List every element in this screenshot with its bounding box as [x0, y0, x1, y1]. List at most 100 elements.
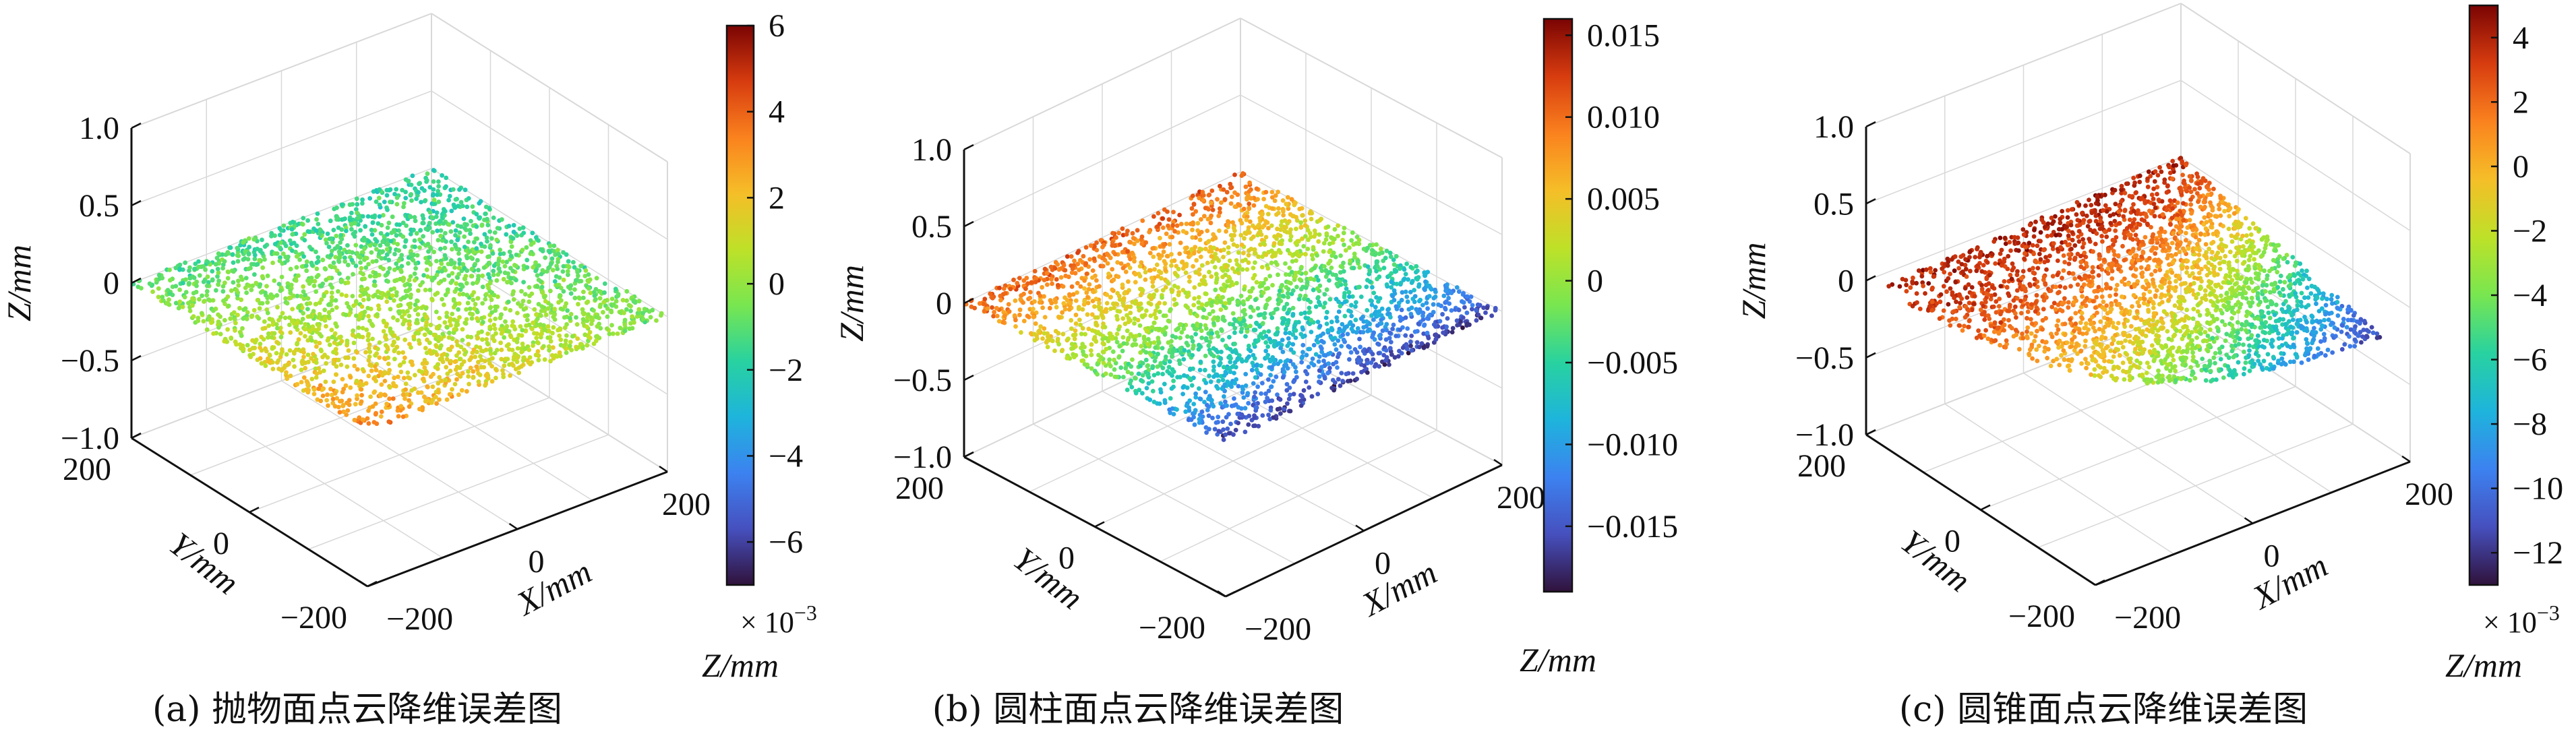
scatter-point	[468, 365, 473, 371]
scatter-point	[281, 223, 287, 228]
scatter-point	[1112, 357, 1116, 363]
scatter-point	[327, 342, 332, 347]
scatter-point	[1073, 312, 1079, 317]
scatter-point	[1301, 244, 1307, 249]
scatter-point	[520, 341, 525, 346]
scatter-point	[220, 288, 226, 294]
scatter-point	[456, 392, 461, 398]
scatter-point	[545, 306, 551, 311]
scatter-point	[469, 274, 474, 279]
scatter-point	[1053, 329, 1058, 334]
scatter-point	[325, 231, 330, 237]
scatter-point	[216, 319, 221, 325]
scatter-point	[1275, 406, 1280, 412]
scatter-point	[1073, 321, 1079, 326]
scatter-point	[392, 375, 397, 381]
scatter-point	[605, 326, 609, 332]
scatter-point	[455, 275, 460, 280]
scatter-point	[1243, 371, 1249, 377]
scatter-point	[225, 327, 230, 332]
scatter-point	[361, 297, 366, 303]
scatter-point	[514, 264, 518, 268]
scatter-point	[1292, 321, 1298, 327]
z-tick-label: −1.0	[61, 421, 119, 456]
scatter-point	[418, 282, 423, 288]
scatter-point	[1341, 230, 1346, 236]
scatter-point	[1425, 330, 1430, 336]
scatter-points	[131, 168, 664, 427]
scatter-point	[1390, 326, 1396, 332]
scatter-point	[210, 278, 215, 283]
scatter-point	[1242, 312, 1248, 317]
scatter-point	[1205, 260, 1210, 266]
scatter-point	[191, 314, 196, 319]
scatter-point	[1205, 228, 1210, 233]
scatter-point	[1163, 268, 1168, 273]
scatter-point	[538, 322, 543, 327]
scatter-point	[542, 357, 547, 362]
scatter-point	[377, 214, 382, 219]
scatter-point	[286, 362, 291, 367]
scatter-point	[601, 309, 605, 315]
scatter-point	[1223, 343, 1228, 348]
scatter-point	[328, 264, 333, 269]
scatter-point	[1040, 284, 1044, 290]
scatter-point	[1216, 315, 1220, 320]
scatter-point	[434, 344, 440, 349]
scatter-point	[412, 271, 417, 276]
scatter-point	[293, 249, 298, 255]
scatter-point	[1290, 362, 1296, 367]
scatter-point	[977, 301, 982, 306]
scatter-point	[1191, 264, 1195, 269]
scatter-point	[1379, 321, 1384, 326]
scatter-point	[521, 280, 526, 284]
scatter-point	[1180, 385, 1186, 390]
scatter-point	[1191, 212, 1195, 217]
scatter-point	[462, 347, 467, 352]
scatter-point	[1348, 258, 1352, 264]
scatter-point	[1274, 374, 1279, 379]
scatter-point	[1166, 365, 1172, 370]
scatter-point	[358, 228, 363, 233]
scatter-point	[336, 249, 342, 254]
scatter-point	[1025, 313, 1030, 319]
scatter-point	[489, 310, 494, 315]
scatter-point	[615, 331, 620, 336]
scatter-point	[1132, 316, 1137, 321]
scatter-point	[1208, 379, 1214, 384]
scatter-point	[1298, 393, 1303, 398]
scatter-point	[450, 271, 455, 276]
scatter-point	[1454, 285, 1460, 290]
scatter-point	[1255, 338, 1261, 343]
scatter-point	[1060, 348, 1065, 352]
scatter-point	[539, 272, 544, 276]
scatter-point	[450, 336, 455, 342]
scatter-point	[249, 287, 254, 292]
scatter-point	[1349, 238, 1354, 243]
scatter-point	[1247, 354, 1251, 359]
scatter-point	[421, 394, 427, 400]
scatter-point	[417, 237, 422, 242]
scatter-point	[1161, 313, 1166, 318]
scatter-point	[560, 269, 566, 274]
scatter-point	[400, 220, 406, 226]
scatter-point	[341, 409, 346, 414]
scatter-point	[306, 229, 311, 235]
scatter-point	[241, 346, 246, 351]
scatter-point	[1418, 309, 1423, 314]
scatter-point	[274, 350, 279, 356]
scatter-point	[392, 298, 396, 303]
scatter-point	[519, 364, 524, 369]
scatter-point	[206, 259, 210, 265]
scatter-point	[457, 257, 462, 262]
scatter-point	[375, 312, 380, 317]
scatter-point	[339, 278, 345, 283]
scatter-point	[1327, 278, 1331, 283]
scatter-point	[519, 303, 525, 307]
scatter-point	[1209, 254, 1214, 259]
scatter-point	[1211, 232, 1216, 237]
scatter-point	[345, 243, 350, 248]
scatter-point	[386, 220, 392, 226]
scatter-point	[1158, 387, 1163, 392]
scatter-point	[1151, 254, 1156, 259]
